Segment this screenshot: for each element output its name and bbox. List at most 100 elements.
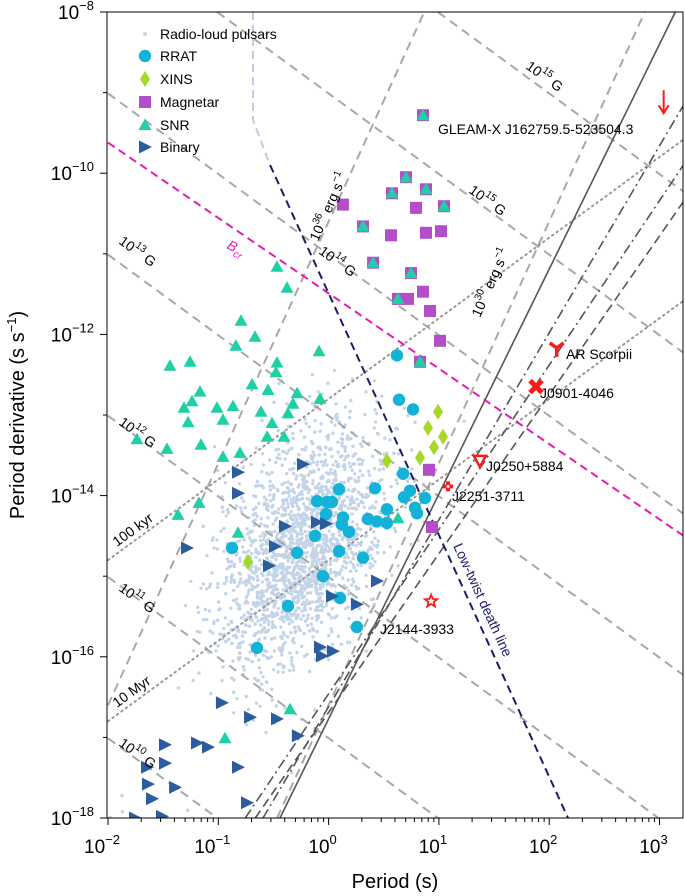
radio-pulsar-point bbox=[299, 617, 303, 621]
radio-pulsar-point bbox=[309, 439, 314, 444]
radio-pulsar-point bbox=[240, 496, 244, 500]
binary-point bbox=[350, 597, 364, 611]
radio-pulsar-point bbox=[313, 557, 317, 561]
radio-pulsar-point bbox=[313, 608, 318, 612]
radio-pulsar-point bbox=[260, 418, 264, 423]
radio-pulsar-point bbox=[296, 532, 300, 536]
radio-pulsar-point bbox=[365, 486, 369, 490]
b-field-line bbox=[107, 253, 683, 676]
radio-pulsar-point bbox=[338, 570, 342, 575]
line-label-base: 10 bbox=[116, 579, 138, 601]
radio-pulsar-point bbox=[312, 453, 317, 457]
radio-pulsar-point bbox=[357, 475, 361, 480]
radio-pulsar-point bbox=[280, 482, 284, 487]
snr-point bbox=[216, 413, 230, 425]
radio-pulsar-point bbox=[325, 480, 329, 484]
b-field-line bbox=[107, 576, 439, 818]
radio-pulsar-point bbox=[275, 456, 279, 460]
radio-pulsar-point bbox=[355, 522, 359, 527]
radio-pulsar-point bbox=[377, 468, 382, 472]
radio-pulsar-point bbox=[262, 626, 267, 630]
radio-pulsar-point bbox=[246, 593, 250, 597]
radio-pulsar-point bbox=[356, 533, 360, 537]
radio-pulsar-point bbox=[300, 492, 304, 497]
radio-pulsar-point bbox=[281, 449, 285, 454]
radio-pulsar-point bbox=[250, 551, 254, 556]
radio-pulsar-point bbox=[336, 634, 341, 638]
binary-point bbox=[146, 792, 159, 806]
rrat-point bbox=[392, 393, 406, 406]
radio-pulsar-point bbox=[286, 480, 290, 484]
radio-pulsar-point bbox=[324, 471, 329, 475]
radio-pulsar-point bbox=[379, 462, 383, 466]
radio-pulsar-point bbox=[364, 649, 368, 653]
radio-pulsar-point bbox=[245, 722, 249, 727]
radio-pulsar-point bbox=[307, 539, 311, 543]
magnetar-point bbox=[417, 285, 429, 298]
radio-pulsar-point bbox=[266, 516, 270, 520]
source-markers bbox=[129, 108, 451, 818]
radio-pulsar-point bbox=[281, 573, 285, 577]
y-tick-base: 10 bbox=[51, 648, 72, 669]
radio-pulsar-point bbox=[332, 522, 336, 526]
radio-pulsar-point bbox=[331, 535, 335, 539]
snr-point bbox=[160, 442, 174, 454]
radio-pulsar-point bbox=[351, 562, 355, 567]
radio-pulsar-point bbox=[205, 587, 209, 591]
radio-pulsar-point bbox=[394, 529, 398, 534]
radio-pulsar-point bbox=[300, 560, 304, 564]
radio-pulsar-point bbox=[297, 492, 301, 496]
radio-pulsar-point bbox=[334, 573, 338, 578]
radio-pulsar-point bbox=[290, 662, 294, 667]
radio-pulsar-point bbox=[237, 603, 242, 608]
legend-pulsars-marker bbox=[143, 32, 147, 36]
radio-pulsar-point bbox=[285, 402, 289, 406]
radio-pulsar-point bbox=[246, 532, 250, 536]
radio-pulsar-point bbox=[286, 505, 290, 509]
radio-pulsar-point bbox=[272, 578, 277, 583]
radio-pulsar-point bbox=[372, 426, 376, 430]
radio-pulsar-point bbox=[303, 529, 307, 534]
radio-pulsar-point bbox=[296, 606, 300, 610]
radio-pulsar-point bbox=[261, 463, 266, 467]
radio-pulsar-point bbox=[295, 572, 299, 577]
radio-pulsar-point bbox=[262, 534, 266, 539]
snr-point bbox=[218, 731, 232, 744]
radio-pulsar-point bbox=[301, 614, 306, 618]
radio-pulsar-point bbox=[314, 585, 318, 589]
radio-pulsar-point bbox=[289, 771, 294, 775]
radio-pulsar-point bbox=[280, 566, 285, 571]
radio-pulsar-point bbox=[370, 547, 374, 551]
radio-pulsar-point bbox=[249, 612, 253, 616]
radio-pulsar-point bbox=[334, 477, 338, 481]
radio-pulsar-point bbox=[300, 609, 304, 613]
radio-pulsar-point bbox=[256, 483, 261, 488]
radio-pulsar-point bbox=[229, 559, 234, 564]
legend-binary-label: Binary bbox=[160, 139, 200, 155]
radio-pulsar-point bbox=[239, 616, 244, 620]
radio-pulsar-point bbox=[328, 559, 333, 564]
radio-pulsar-point bbox=[276, 670, 280, 674]
radio-pulsar-point bbox=[274, 553, 278, 557]
y-tick-base: 10 bbox=[51, 325, 72, 346]
radio-pulsar-point bbox=[308, 629, 312, 633]
radio-pulsar-point bbox=[339, 480, 343, 484]
radio-pulsar-point bbox=[307, 498, 311, 502]
radio-pulsar-point bbox=[285, 586, 289, 591]
radio-pulsar-point bbox=[350, 495, 354, 499]
radio-pulsar-point bbox=[351, 538, 355, 542]
radio-pulsar-point bbox=[260, 562, 264, 567]
radio-pulsar-point bbox=[363, 534, 368, 538]
line-label-base: 10 bbox=[306, 222, 327, 243]
radio-pulsar-point bbox=[203, 607, 208, 612]
radio-pulsar-point bbox=[405, 479, 410, 483]
radio-pulsar-point bbox=[264, 589, 268, 593]
radio-pulsar-point bbox=[376, 432, 380, 436]
b-field-line bbox=[107, 737, 218, 818]
y-tick-exponent: −14 bbox=[72, 482, 94, 497]
radio-pulsar-point bbox=[324, 487, 328, 491]
radio-pulsar-point bbox=[254, 494, 258, 499]
radio-pulsar-point bbox=[360, 473, 365, 477]
radio-pulsar-point bbox=[255, 514, 259, 518]
radio-pulsar-point bbox=[292, 668, 296, 672]
